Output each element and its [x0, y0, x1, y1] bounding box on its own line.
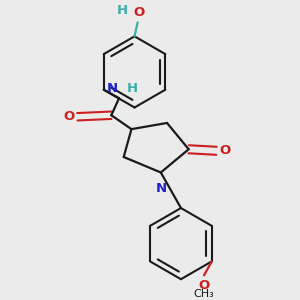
- Text: O: O: [220, 144, 231, 157]
- Text: O: O: [63, 110, 74, 123]
- Text: N: N: [106, 82, 118, 95]
- Text: O: O: [198, 279, 210, 292]
- Text: N: N: [155, 182, 167, 195]
- Text: O: O: [134, 6, 145, 19]
- Text: CH₃: CH₃: [194, 289, 214, 298]
- Text: H: H: [117, 4, 128, 17]
- Text: H: H: [127, 82, 138, 95]
